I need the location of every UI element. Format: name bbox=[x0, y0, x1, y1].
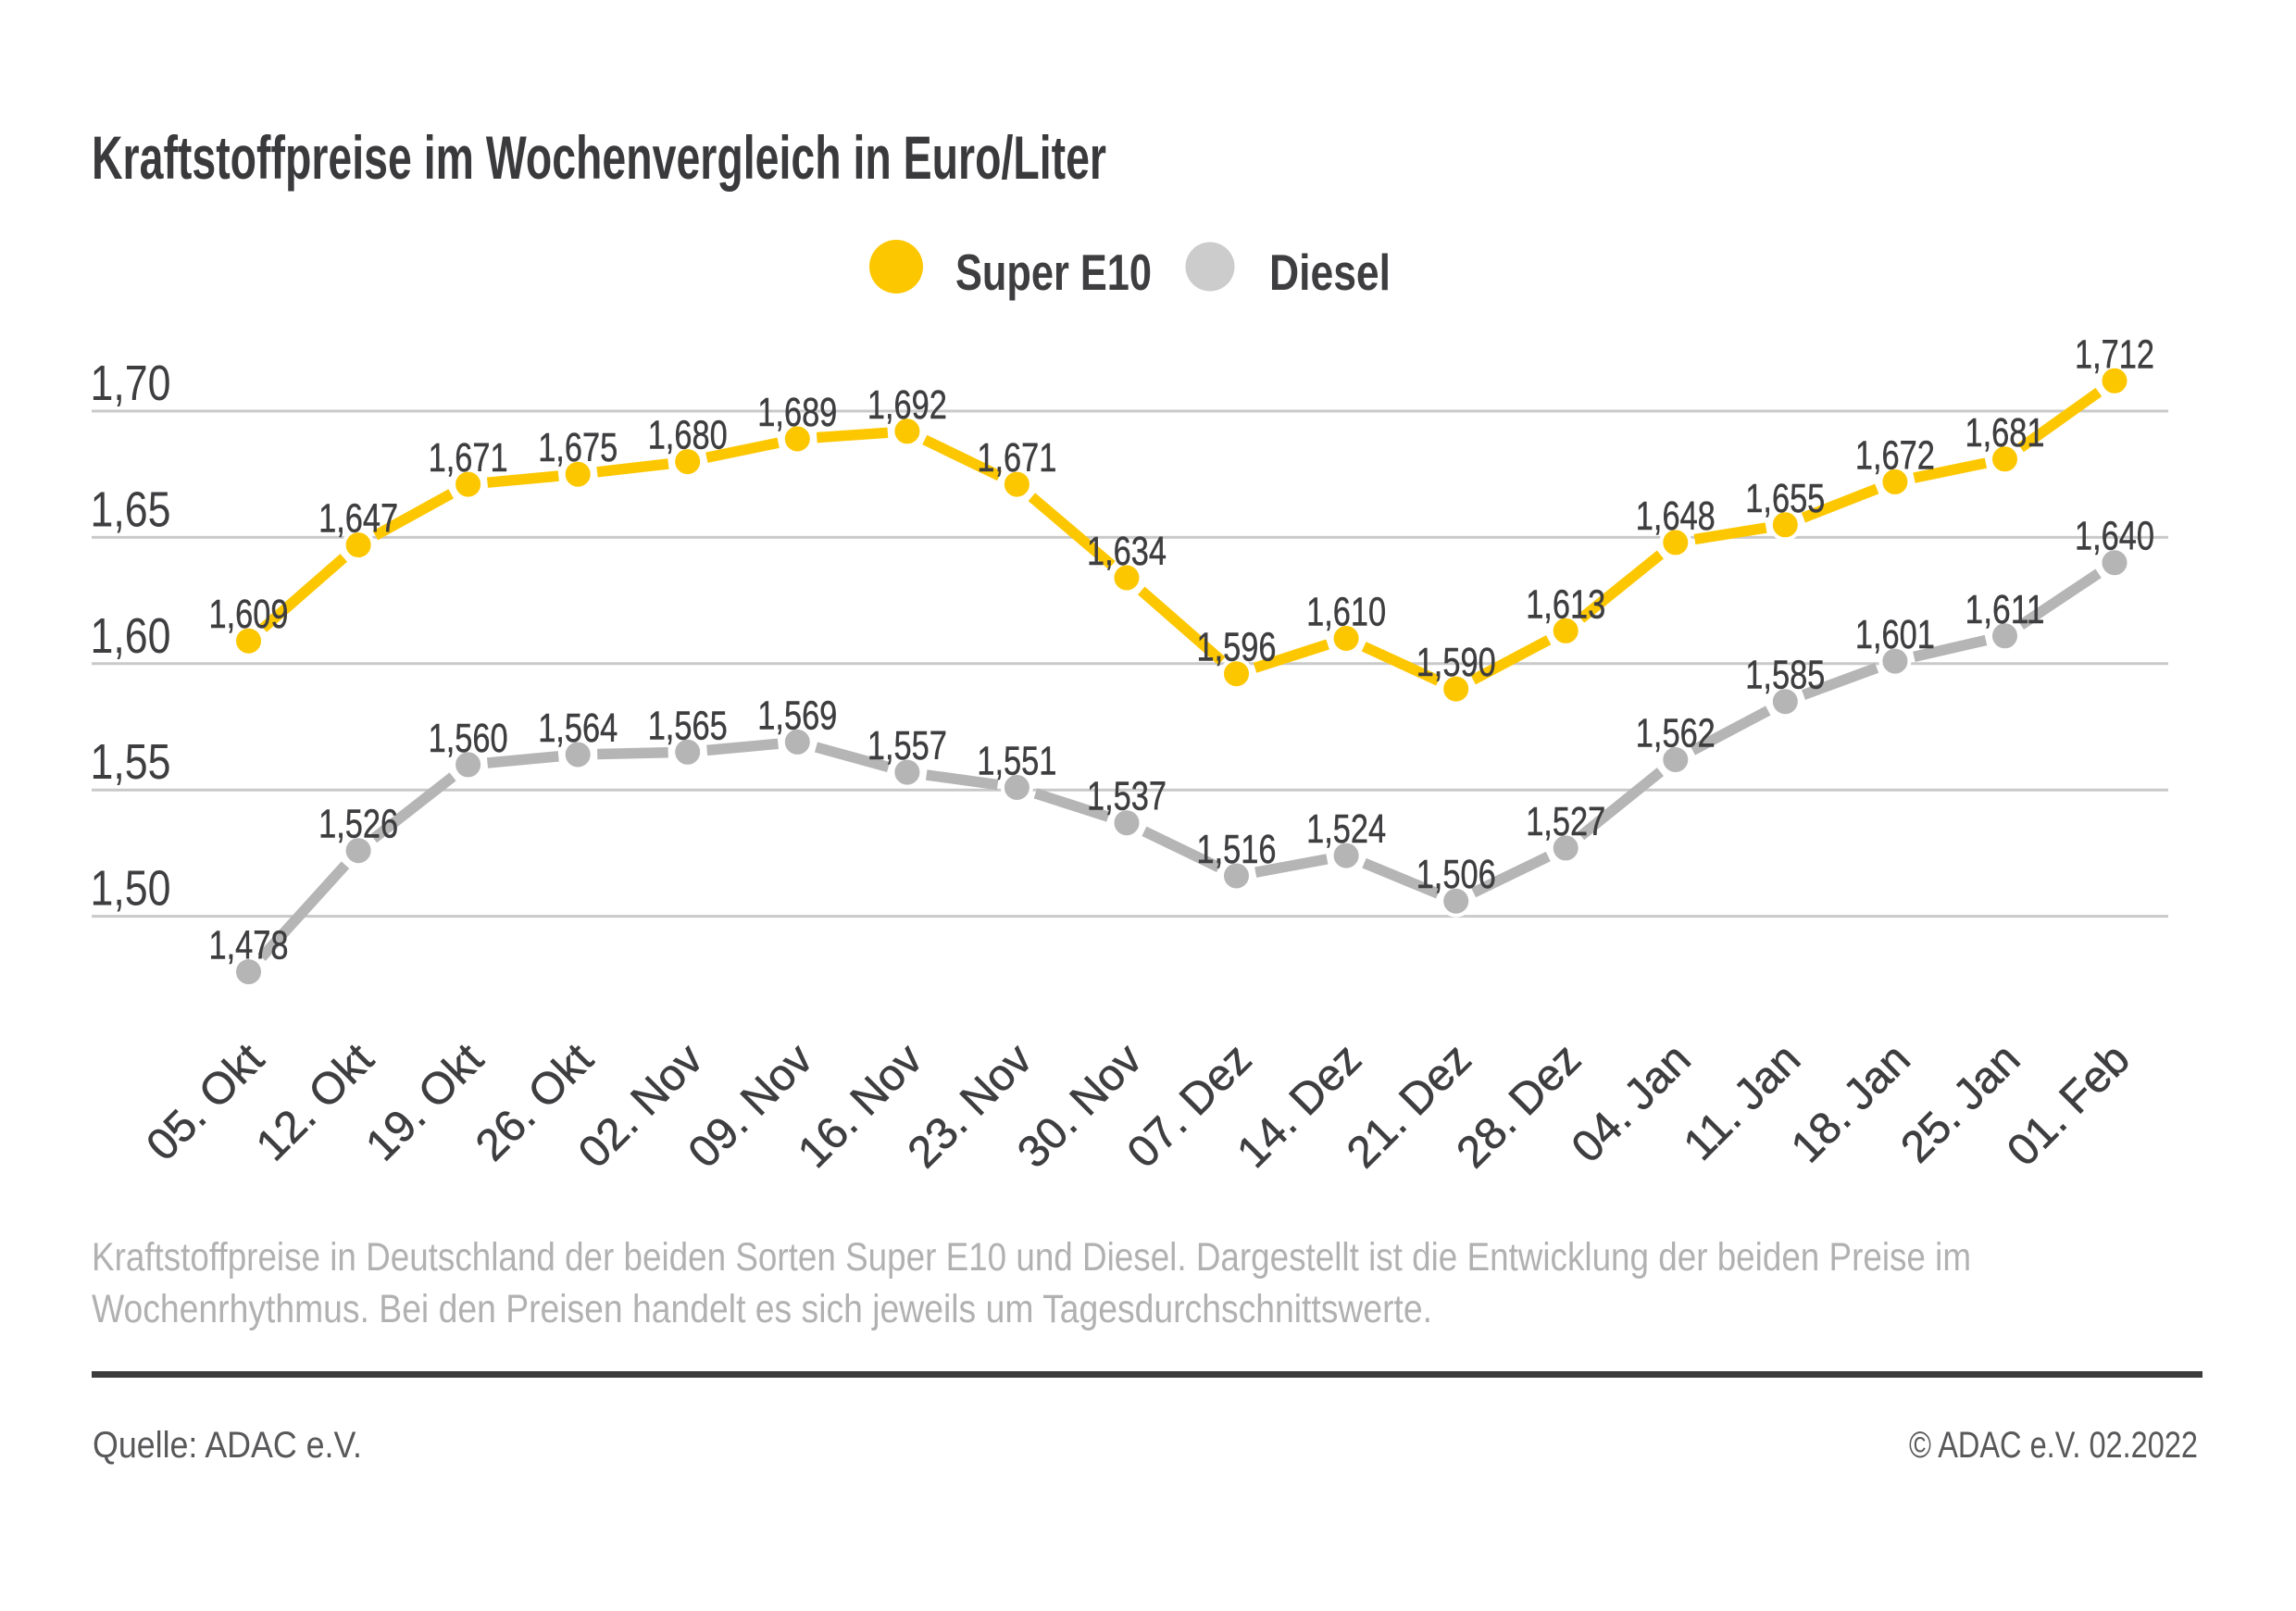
svg-text:1,610: 1,610 bbox=[1306, 590, 1386, 635]
svg-text:1,569: 1,569 bbox=[757, 693, 837, 738]
svg-text:1,560: 1,560 bbox=[429, 716, 508, 761]
svg-text:1,516: 1,516 bbox=[1197, 827, 1277, 872]
svg-text:1,672: 1,672 bbox=[1855, 432, 1935, 478]
svg-text:1,564: 1,564 bbox=[538, 706, 618, 751]
svg-text:1,524: 1,524 bbox=[1306, 806, 1386, 852]
svg-text:1,585: 1,585 bbox=[1745, 653, 1825, 698]
svg-text:Wochenrhythmus. Bei den Preise: Wochenrhythmus. Bei den Preisen handelt … bbox=[92, 1287, 1432, 1331]
svg-text:Kraftstoffpreise im Wochenverg: Kraftstoffpreise im Wochenvergleich in E… bbox=[92, 123, 1106, 192]
svg-text:1,689: 1,689 bbox=[757, 390, 837, 435]
svg-text:1,675: 1,675 bbox=[538, 425, 618, 470]
svg-text:Quelle: ADAC e.V.: Quelle: ADAC e.V. bbox=[93, 1425, 362, 1466]
svg-text:1,648: 1,648 bbox=[1636, 493, 1716, 539]
svg-text:Kraftstoffpreise in Deutschlan: Kraftstoffpreise in Deutschland der beid… bbox=[92, 1235, 1971, 1280]
svg-text:1,506: 1,506 bbox=[1416, 852, 1496, 897]
svg-text:1,65: 1,65 bbox=[91, 481, 171, 537]
svg-text:1,640: 1,640 bbox=[2075, 514, 2154, 559]
svg-text:1,55: 1,55 bbox=[91, 734, 171, 790]
svg-text:1,692: 1,692 bbox=[867, 382, 947, 428]
svg-text:1,537: 1,537 bbox=[1087, 774, 1167, 819]
svg-text:1,551: 1,551 bbox=[977, 739, 1056, 784]
svg-text:1,50: 1,50 bbox=[91, 861, 171, 917]
svg-text:1,681: 1,681 bbox=[1965, 410, 2045, 456]
svg-text:1,526: 1,526 bbox=[318, 802, 398, 847]
svg-text:1,60: 1,60 bbox=[91, 608, 171, 664]
svg-text:1,590: 1,590 bbox=[1416, 640, 1496, 685]
svg-text:1,647: 1,647 bbox=[318, 496, 398, 542]
svg-text:1,601: 1,601 bbox=[1855, 612, 1935, 657]
svg-text:1,613: 1,613 bbox=[1526, 581, 1605, 627]
svg-text:1,596: 1,596 bbox=[1197, 625, 1277, 670]
svg-text:1,527: 1,527 bbox=[1526, 799, 1605, 844]
svg-text:1,611: 1,611 bbox=[1965, 587, 2045, 632]
svg-text:1,478: 1,478 bbox=[209, 923, 289, 968]
svg-text:1,634: 1,634 bbox=[1087, 529, 1167, 574]
svg-text:1,70: 1,70 bbox=[91, 356, 171, 411]
svg-text:Diesel: Diesel bbox=[1269, 244, 1391, 301]
svg-text:1,565: 1,565 bbox=[648, 703, 728, 748]
svg-text:1,562: 1,562 bbox=[1636, 711, 1716, 756]
svg-text:1,557: 1,557 bbox=[867, 723, 947, 768]
svg-text:1,671: 1,671 bbox=[429, 435, 508, 481]
svg-text:1,712: 1,712 bbox=[2075, 331, 2154, 377]
svg-text:1,609: 1,609 bbox=[209, 592, 289, 637]
svg-text:1,680: 1,680 bbox=[648, 413, 728, 458]
svg-text:1,655: 1,655 bbox=[1745, 476, 1825, 521]
svg-text:Super E10: Super E10 bbox=[955, 244, 1152, 301]
svg-text:© ADAC e.V. 02.2022: © ADAC e.V. 02.2022 bbox=[1909, 1425, 2198, 1466]
svg-text:1,671: 1,671 bbox=[977, 435, 1056, 481]
